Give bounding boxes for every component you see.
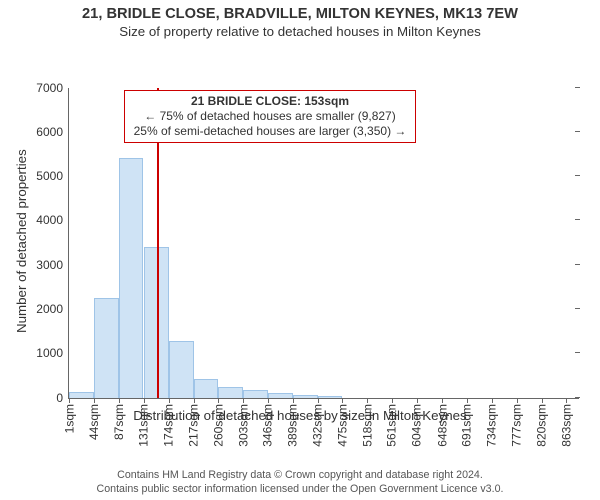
x-tick-mark — [392, 398, 393, 403]
x-tick-mark — [342, 398, 343, 403]
x-tick-mark — [169, 398, 170, 403]
chart-subtitle: Size of property relative to detached ho… — [0, 24, 600, 44]
annotation-line-3: 25% of semi-detached houses are larger (… — [131, 124, 409, 139]
histogram-bar — [169, 341, 194, 398]
annotation-box: 21 BRIDLE CLOSE: 153sqm ← 75% of detache… — [124, 90, 416, 143]
x-tick-mark — [293, 398, 294, 403]
y-tick-label: 3000 — [36, 258, 69, 272]
x-tick-mark — [492, 398, 493, 403]
histogram-bar — [194, 379, 219, 398]
y-tick-label: 2000 — [36, 302, 69, 316]
x-tick-mark — [119, 398, 120, 403]
y-tick-label: 6000 — [36, 125, 69, 139]
chart-container: { "title": "21, BRIDLE CLOSE, BRADVILLE,… — [0, 0, 600, 500]
y-tick-label: 1000 — [36, 346, 69, 360]
y-axis-label: Number of detached properties — [14, 149, 29, 333]
x-tick-mark — [318, 398, 319, 403]
y-tick-label: 4000 — [36, 213, 69, 227]
y-tick-label: 7000 — [36, 81, 69, 95]
x-tick-mark — [218, 398, 219, 403]
y-tick-mark — [575, 87, 580, 88]
histogram-bar — [69, 392, 94, 397]
y-tick-label: 5000 — [36, 169, 69, 183]
x-tick-mark — [566, 398, 567, 403]
x-tick-mark — [467, 398, 468, 403]
x-tick-mark — [194, 398, 195, 403]
annotation-line-2: ← 75% of detached houses are smaller (9,… — [131, 109, 409, 124]
chart-footer: Contains HM Land Registry data © Crown c… — [0, 469, 600, 496]
x-tick-mark — [442, 398, 443, 403]
x-tick-mark — [69, 398, 70, 403]
chart-title: 21, BRIDLE CLOSE, BRADVILLE, MILTON KEYN… — [0, 0, 600, 24]
histogram-bar — [94, 298, 119, 398]
x-tick-mark — [144, 398, 145, 403]
x-tick-mark — [542, 398, 543, 403]
x-tick-mark — [367, 398, 368, 403]
y-tick-mark — [575, 397, 580, 398]
y-tick-mark — [575, 352, 580, 353]
footer-line-2: Contains public sector information licen… — [0, 483, 600, 496]
y-tick-mark — [575, 308, 580, 309]
histogram-bar — [243, 390, 268, 398]
y-tick-mark — [575, 219, 580, 220]
x-axis-label: Distribution of detached houses by size … — [0, 408, 600, 423]
y-tick-mark — [575, 264, 580, 265]
x-tick-mark — [268, 398, 269, 403]
histogram-bar — [268, 393, 293, 397]
footer-line-1: Contains HM Land Registry data © Crown c… — [0, 469, 600, 482]
x-tick-mark — [517, 398, 518, 403]
histogram-bar — [218, 387, 243, 398]
annotation-line-1: 21 BRIDLE CLOSE: 153sqm — [131, 94, 409, 109]
x-tick-mark — [417, 398, 418, 403]
y-tick-mark — [575, 131, 580, 132]
x-tick-mark — [94, 398, 95, 403]
histogram-bar — [119, 158, 144, 398]
x-tick-mark — [243, 398, 244, 403]
y-tick-mark — [575, 175, 580, 176]
